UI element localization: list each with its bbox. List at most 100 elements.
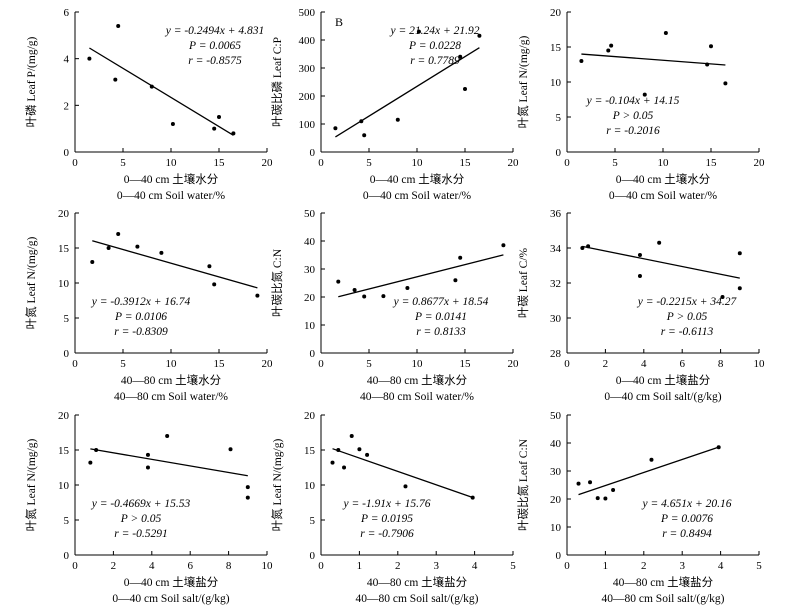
data-point [255,293,260,298]
data-point [403,484,408,489]
x-tick-label: 0 [564,560,570,572]
fit-statistic-label: r = 0.7789 [410,55,460,67]
x-axis-label-cn: 40—80 cm 土壤盐分 [613,575,714,589]
fit-statistic-label: y = -0.2215x + 34.27 [637,296,738,308]
x-tick-label: 6 [187,560,193,572]
x-tick-label: 0 [564,157,570,169]
x-tick-label: 5 [120,358,126,370]
data-point [588,480,593,485]
y-tick-label: 2 [64,100,70,112]
x-tick-label: 6 [679,358,685,370]
regression-line [332,448,473,499]
x-tick-label: 4 [149,560,155,572]
fit-statistic-label: P = 0.0228 [408,40,461,52]
x-tick-label: 0 [72,358,78,370]
x-axis-label-en: 0—40 cm Soil water/% [609,190,718,202]
data-point [458,54,463,59]
data-point [87,56,92,61]
data-point [580,246,585,250]
x-tick-label: 3 [679,560,685,572]
y-tick-label: 4 [64,54,70,66]
y-tick-label: 0 [64,348,70,360]
y-axis-label: 叶碳比氮 Leaf C:N [516,438,530,531]
scatter-panel-6: 0 2 4 6 8 10 28 30 32 34 36 叶碳 Leaf C/% 0—40 cm 土壤盐分… [516,208,765,403]
x-tick-label: 4 [641,358,647,370]
data-point [88,460,93,465]
x-tick-label: 15 [706,157,718,169]
data-point [595,496,600,501]
data-point [579,59,584,63]
data-point [720,295,725,299]
data-point [416,29,421,34]
fit-statistic-label: r = -0.2016 [606,125,660,137]
fit-statistic-label: y = 4.651x + 20.16 [642,498,732,510]
y-tick-label: 0 [64,147,70,159]
fit-statistic-label: y = -1.91x + 15.76 [342,498,430,510]
data-point [149,84,154,89]
x-axis-label-en: 0—40 cm Soil salt/(g/kg) [604,391,721,403]
fit-statistic-label: P > 0.05 [120,513,162,525]
scatter-panel-7: 0 2 4 6 8 10 0 5 10 15 20 叶氮 Leaf N/(mg/g) 0—40 cm 土… [24,410,273,605]
fit-statistic-label: y = 0.8677x + 18.54 [393,296,489,308]
y-tick-label: 15 [58,243,70,255]
x-tick-label: 8 [226,560,232,572]
regression-line [89,47,234,136]
x-tick-label: 5 [366,157,372,169]
y-tick-label: 100 [299,119,316,131]
y-axis-label: 叶碳 Leaf C/% [516,247,530,318]
data-point [217,115,221,119]
x-tick-label: 8 [718,358,724,370]
fit-statistic-label: y = -0.104x + 14.15 [586,95,680,107]
scatter-panel-4: 0 5 10 15 20 0 5 10 15 20 叶氮 Leaf N/(mg/g) 40—80 cm… [24,208,273,403]
data-point [501,243,506,248]
data-point [333,126,338,131]
y-axis-label: 叶磷 Leaf P/(mg/g) [25,36,38,127]
data-point [228,447,233,452]
x-axis-label-cn: 0—40 cm 土壤水分 [124,172,219,186]
scatter-panel-8: 0 1 2 3 4 5 0 5 10 15 20 叶氮 Leaf N/(mg/g) 40—80 cm 土… [270,410,516,605]
x-tick-label: 10 [262,560,274,572]
x-tick-label: 5 [510,560,516,572]
scatter-panel-1: 0 5 10 15 20 0 2 4 6 叶磷 Leaf P/(mg/g) 0—40 cm 土壤水分… [25,7,273,202]
data-point [637,253,642,257]
y-tick-label: 10 [304,320,316,332]
y-tick-label: 10 [304,480,316,492]
y-tick-label: 30 [550,313,562,325]
data-point [116,232,121,236]
x-tick-label: 0 [318,358,324,370]
data-point [609,43,614,48]
data-point [352,288,357,292]
y-tick-label: 0 [310,348,316,360]
x-tick-label: 15 [214,157,226,169]
fit-statistic-label: P > 0.05 [666,311,708,323]
x-axis-label-cn: 40—80 cm 土壤盐分 [367,575,468,589]
y-tick-label: 20 [58,410,70,422]
x-tick-label: 1 [357,560,363,572]
fit-statistic-label: P = 0.0106 [114,311,167,323]
y-tick-label: 400 [299,35,316,47]
regression-line [335,47,480,138]
y-tick-label: 10 [58,278,70,290]
y-tick-label: 40 [550,438,562,450]
fit-statistic-label: r = -0.8309 [114,326,168,338]
x-tick-label: 15 [460,358,472,370]
x-tick-label: 2 [111,560,117,572]
x-tick-label: 5 [756,560,762,572]
data-point [453,278,458,283]
y-tick-label: 500 [299,7,316,19]
y-tick-label: 0 [556,550,562,562]
data-point [159,250,164,255]
data-point [116,24,121,28]
data-point [212,126,217,131]
x-tick-label: 0 [72,560,78,572]
x-tick-label: 20 [754,157,766,169]
y-tick-label: 0 [556,147,562,159]
data-point [245,485,250,490]
y-tick-label: 5 [64,313,70,325]
fit-statistic-label: P > 0.05 [612,110,654,122]
y-tick-label: 10 [58,480,70,492]
x-tick-label: 20 [508,157,520,169]
fit-statistic-label: r = -0.5291 [114,528,167,540]
data-point [603,496,608,501]
